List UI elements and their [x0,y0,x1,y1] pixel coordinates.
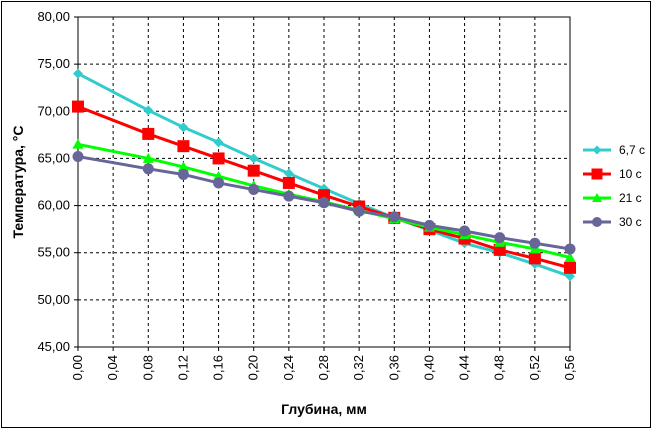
series-layer [72,68,576,282]
data-point [212,152,225,165]
data-point [73,68,83,79]
data-point [72,100,84,113]
data-point [528,252,541,265]
data-point [143,105,154,116]
data-point [564,243,576,255]
data-point [142,152,154,163]
data-point [564,261,576,274]
x-tick-label: 0,16 [211,355,226,380]
data-point [318,197,330,209]
y-tick-label: 80,00 [37,9,70,24]
legend-item: 10 с [583,167,642,181]
data-point [282,176,295,189]
data-point [592,193,602,202]
legend: 6,7 с 10 с 21 с 30 с [583,143,645,229]
data-point [591,168,603,180]
data-point [592,217,602,227]
x-tick-label: 0,40 [421,355,436,380]
x-tick-label: 0,36 [386,355,401,380]
y-tick-label: 75,00 [37,56,70,71]
x-tick-label: 0,56 [562,355,577,380]
data-point [213,177,225,189]
x-tick-label: 0,44 [457,355,472,380]
legend-label: 21 с [619,191,642,205]
data-point [494,232,506,244]
x-tick-label: 0,00 [70,355,85,380]
data-point [248,184,260,196]
x-tick-label: 0,08 [140,355,155,380]
y-tick-label: 50,00 [37,292,70,307]
data-point [592,145,602,155]
x-tick-label: 0,28 [316,355,331,380]
legend-item: 30 с [583,215,642,229]
data-point [142,127,155,140]
x-tick-label: 0,20 [246,355,261,380]
x-tick-label: 0,32 [351,355,366,380]
data-point [72,151,84,163]
data-point [564,251,576,262]
y-axis-title: Температура, °С [10,125,26,238]
data-point [283,168,294,179]
y-tick-label: 55,00 [37,245,70,260]
data-point [529,237,541,249]
x-tick-label: 0,12 [175,355,190,380]
y-tick-label: 70,00 [37,103,70,118]
data-point [177,168,189,180]
data-point [493,243,506,256]
data-point [388,211,400,223]
series-4 [72,151,576,255]
legend-label: 30 с [619,215,642,229]
x-tick-label: 0,04 [105,355,120,380]
data-point [423,219,435,231]
x-tick-label: 0,24 [281,355,296,380]
y-tick-label: 65,00 [37,150,70,165]
series-line [77,155,571,251]
legend-label: 10 с [619,167,642,181]
data-point [353,205,365,217]
data-point [213,137,224,148]
legend-label: 6,7 с [619,143,645,157]
data-point [142,163,154,175]
data-point [72,138,84,149]
data-point [178,122,189,133]
data-point [177,161,189,172]
data-point [247,164,260,177]
x-axis-ticks: 0,00 0,04 0,08 0,12 0,16 0,20 0,24 0,28 0,32 0,36… [70,347,577,380]
legend-item: 21 с [583,191,642,205]
x-tick-label: 0,48 [492,355,507,380]
y-tick-label: 45,00 [37,339,70,354]
y-axis-ticks: 45,00 50,00 55,00 60,00 65,00 70,00 75,00 80,00 [37,9,78,354]
x-axis-title: Глубина, мм [281,401,367,417]
data-point [177,140,190,153]
y-tick-label: 60,00 [37,198,70,213]
data-point [283,190,295,202]
legend-item: 6,7 с [583,143,645,157]
x-tick-label: 0,52 [527,355,542,380]
grid-lines [78,17,570,347]
data-point [248,153,259,164]
data-point [459,225,471,237]
